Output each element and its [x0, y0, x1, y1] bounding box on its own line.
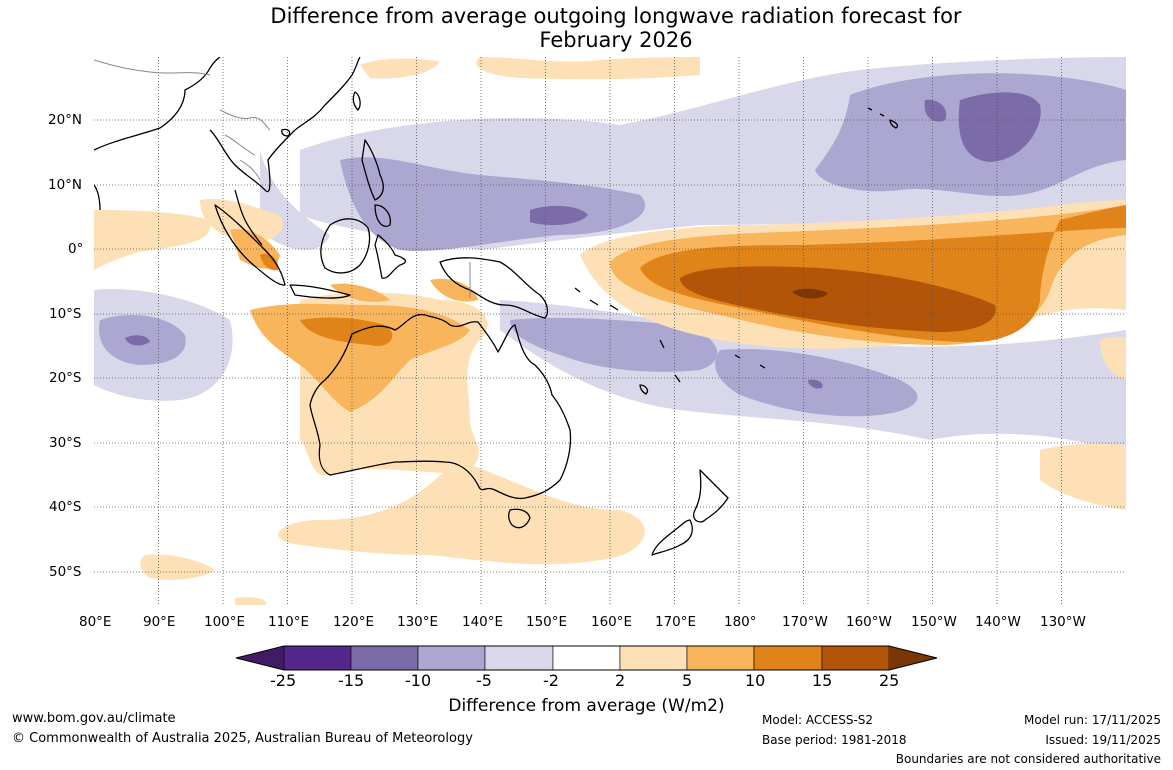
colorbar-segment — [417, 645, 486, 671]
tasmania-coast — [508, 508, 531, 529]
lon-label: 140°E — [462, 614, 504, 630]
colorbar-segment — [484, 645, 554, 671]
footer-model: Model: ACCESS-S2 — [762, 713, 874, 727]
colorbar — [235, 645, 938, 671]
lon-label: 90°E — [143, 614, 176, 630]
colorbar-extend-low — [236, 646, 284, 670]
lon-label: 120°E — [333, 614, 375, 630]
colorbar-segment — [753, 645, 823, 671]
borneo-coast — [320, 218, 371, 274]
colorbar-segment — [619, 645, 688, 671]
lon-label: 160°W — [846, 614, 892, 630]
taiwan-coast — [352, 91, 361, 111]
lon-label: 150°E — [526, 614, 568, 630]
lat-label: 0° — [68, 241, 84, 257]
colorbar-tick: 5 — [682, 671, 693, 690]
colorbar-tick: 25 — [879, 671, 900, 690]
lon-label: 130°W — [1040, 614, 1086, 630]
lon-label: 140°W — [975, 614, 1021, 630]
colorbar-segment — [283, 645, 352, 671]
lat-label: 50°S — [49, 564, 82, 580]
lon-label: 180° — [724, 614, 757, 630]
colorbar-segment — [821, 645, 890, 671]
lon-label: 160°E — [591, 614, 633, 630]
lat-label: 10°N — [48, 177, 83, 193]
chart-title: Difference from average outgoing longwav… — [0, 4, 1173, 52]
lon-label: 170°E — [655, 614, 697, 630]
colorbar-tick: 2 — [615, 671, 626, 690]
country-boundaries — [94, 59, 471, 298]
hawaii-islands — [867, 107, 899, 129]
colorbar-segment — [350, 645, 419, 671]
colorbar-segment — [686, 645, 755, 671]
footer-copyright: © Commonwealth of Australia 2025, Austra… — [12, 731, 473, 746]
lon-label: 170°W — [782, 614, 828, 630]
asia-mainland-coast — [94, 57, 361, 246]
lon-label: 80°E — [79, 614, 112, 630]
java-coast — [289, 284, 351, 299]
lon-label: 100°E — [204, 614, 246, 630]
anomaly-plus-25 — [792, 288, 828, 299]
lat-label: 20°S — [49, 370, 82, 386]
footer-model-run: Model run: 17/11/2025 — [1023, 713, 1161, 727]
colorbar-tick: -25 — [270, 671, 297, 690]
footer-disclaimer: Boundaries are not considered authoritat… — [895, 752, 1161, 766]
colorbar-title: Difference from average (W/m2) — [448, 696, 725, 716]
colorbar-tick: 10 — [745, 671, 766, 690]
new-zealand-coast — [693, 469, 729, 523]
colorbar-tick: -10 — [405, 671, 432, 690]
lat-label: 30°S — [49, 435, 82, 451]
coastlines — [94, 57, 899, 556]
mindanao-coast — [374, 204, 391, 227]
anomaly-plus-15 — [680, 266, 996, 332]
lon-label: 130°E — [397, 614, 439, 630]
sulawesi-coast — [374, 234, 407, 279]
colorbar-tick: 15 — [812, 671, 833, 690]
lat-label: 20°N — [48, 112, 83, 128]
title-line-2: February 2026 — [539, 28, 693, 52]
lat-label: 10°S — [49, 306, 82, 322]
grid-lines — [94, 57, 1126, 605]
lat-label: 40°S — [49, 499, 82, 515]
hainan-coast — [281, 128, 291, 137]
colorbar-segment — [552, 645, 621, 671]
lon-label: 150°W — [911, 614, 957, 630]
australia-coast — [309, 313, 572, 500]
sumatra-coast — [214, 204, 286, 286]
colorbar-tick: -15 — [338, 671, 365, 690]
lon-label: 110°E — [268, 614, 310, 630]
anomaly-minus-10 — [125, 92, 1041, 389]
philippines-coast — [361, 139, 384, 201]
colorbar-extend-high — [889, 646, 937, 670]
title-line-1: Difference from average outgoing longwav… — [270, 4, 962, 28]
colorbar-tick: -5 — [476, 671, 492, 690]
map-panel — [94, 57, 1126, 605]
india-coast — [94, 184, 101, 211]
footer-issued: Issued: 19/11/2025 — [1045, 733, 1161, 747]
colorbar-tick: -2 — [543, 671, 559, 690]
footer-website[interactable]: www.bom.gov.au/climate — [12, 711, 176, 726]
footer-base-period: Base period: 1981-2018 — [762, 733, 907, 747]
pacific-islands — [574, 287, 766, 395]
new-zealand-south-coast — [651, 519, 693, 556]
